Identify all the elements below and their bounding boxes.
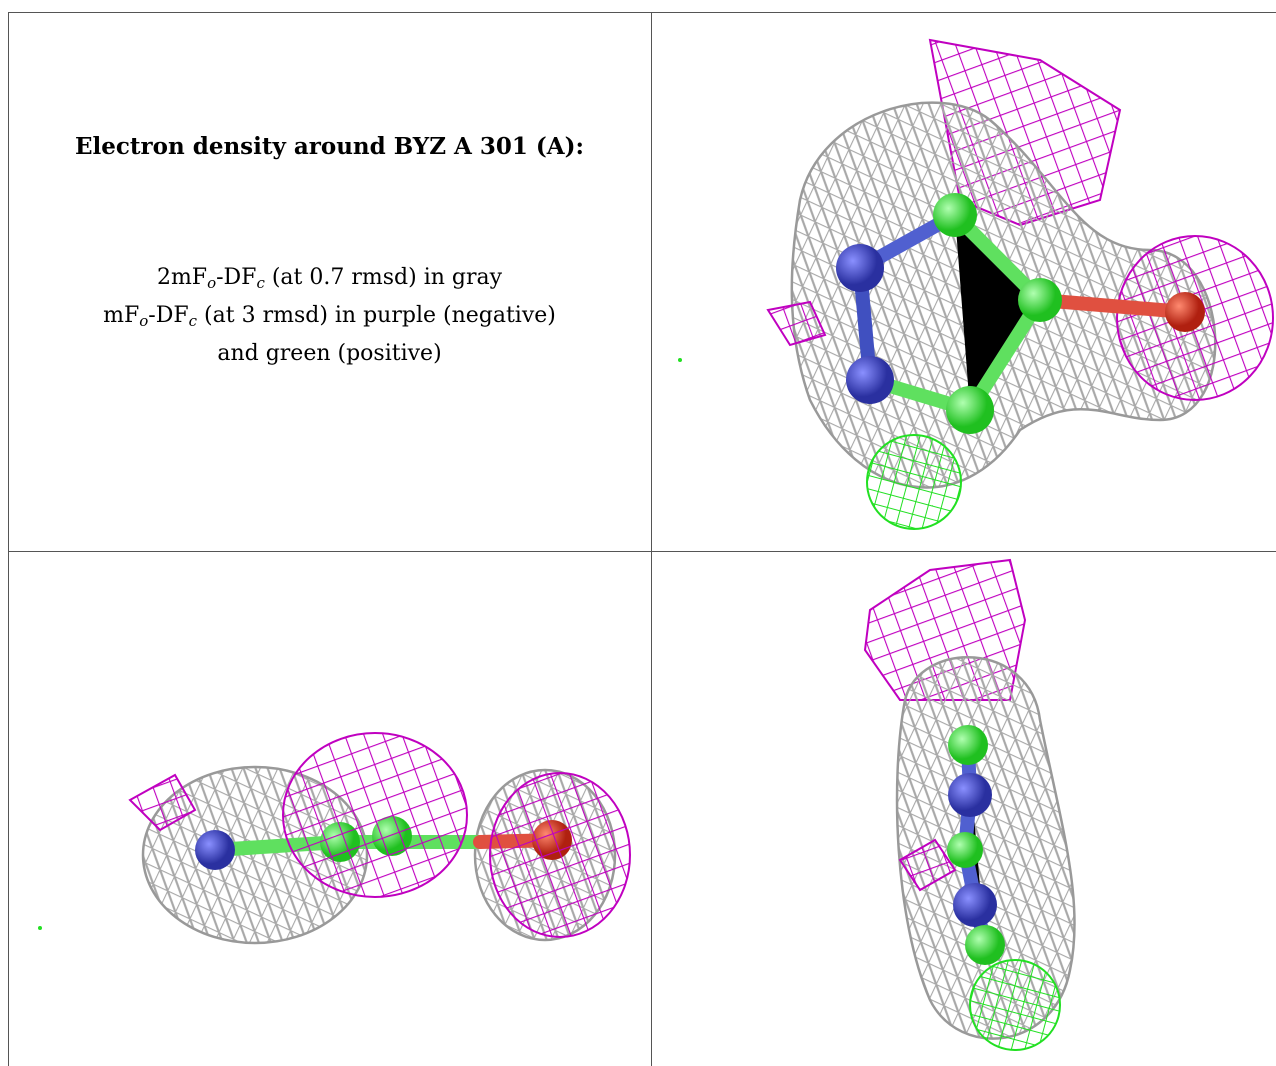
text: mF xyxy=(103,303,140,328)
text: -DF xyxy=(216,265,257,290)
subscript: o xyxy=(207,274,217,292)
density-view-2 xyxy=(38,732,631,945)
subscript: c xyxy=(188,312,198,330)
text: 2mF xyxy=(156,265,208,290)
text: and green (positive) xyxy=(217,341,442,366)
legend-line: mFo-DFc (at 3 rmsd) in purple (negative) xyxy=(9,297,650,335)
text-cell: Electron density around BYZ A 301 (A): 2… xyxy=(9,13,650,550)
cell-title: Electron density around BYZ A 301 (A): xyxy=(75,133,584,160)
table-borders xyxy=(8,12,1276,1066)
density-view-3 xyxy=(863,558,1076,1051)
legend-line: and green (positive) xyxy=(9,335,650,373)
text: -DF xyxy=(148,303,189,328)
legend-line: 2mFo-DFc (at 0.7 rmsd) in gray xyxy=(9,259,650,297)
text: (at 0.7 rmsd) in gray xyxy=(264,265,503,290)
legend: 2mFo-DFc (at 0.7 rmsd) in gray mFo-DFc (… xyxy=(9,259,650,373)
subscript: c xyxy=(256,274,265,292)
text: (at 3 rmsd) in purple (negative) xyxy=(197,303,556,328)
density-view-1 xyxy=(678,38,1274,530)
subscript: o xyxy=(139,312,149,330)
